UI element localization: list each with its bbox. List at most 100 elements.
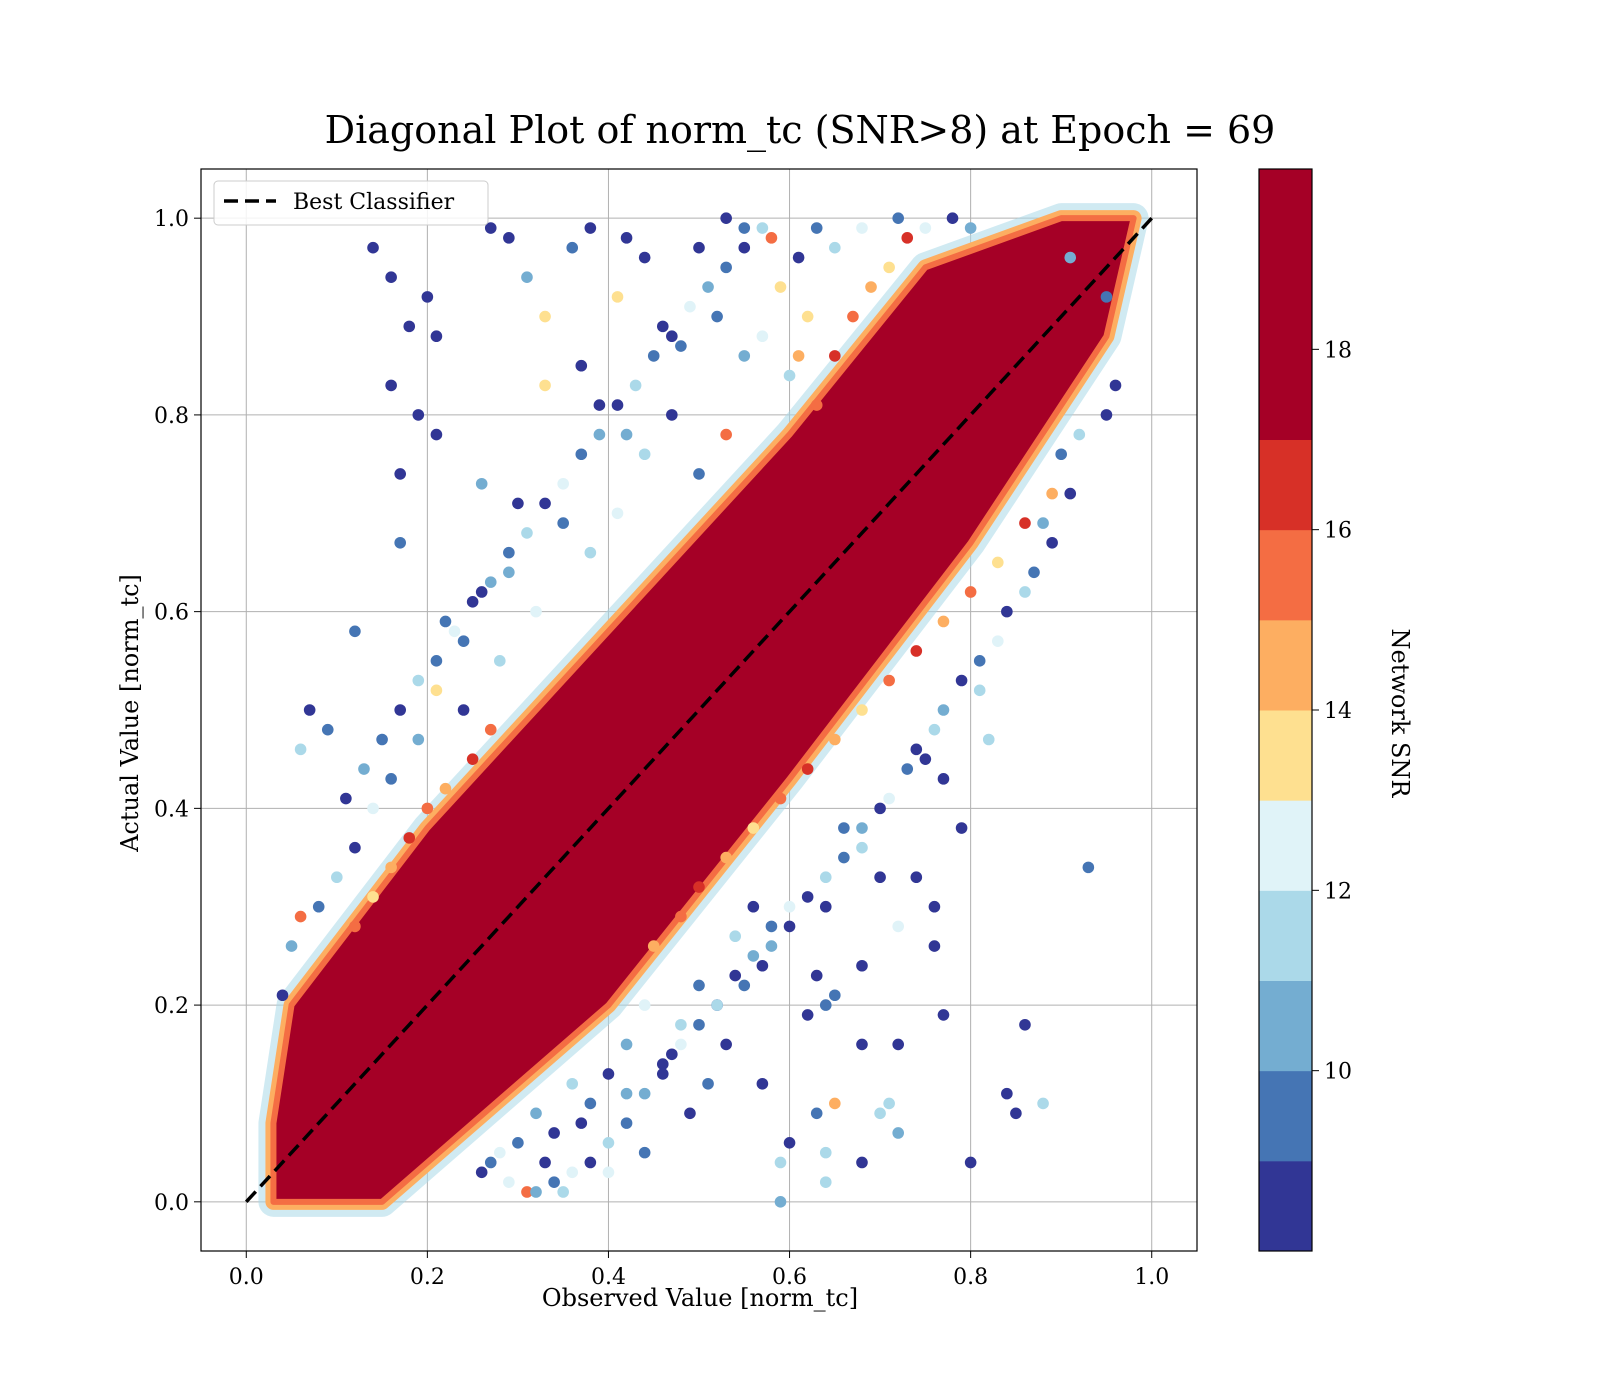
colorbar-tick-label: 10 xyxy=(1324,1060,1352,1085)
scatter-point xyxy=(810,969,823,982)
colorbar-bin xyxy=(1259,980,1312,1072)
legend: Best Classifier xyxy=(213,180,489,226)
scatter-point xyxy=(1037,1097,1049,1110)
scatter-point xyxy=(539,379,551,392)
scatter-point xyxy=(1037,517,1049,529)
scatter-point xyxy=(620,428,633,441)
scatter-point xyxy=(829,1097,841,1110)
scatter-point xyxy=(892,920,904,933)
scatter-point xyxy=(349,841,361,854)
scatter-point xyxy=(774,281,787,293)
scatter-point xyxy=(412,733,425,746)
scatter-point xyxy=(783,369,796,382)
scatter-point xyxy=(756,222,769,234)
scatter-point xyxy=(702,281,714,293)
scatter-point xyxy=(783,920,796,933)
colorbar-ticks: 10 12 14 16 18 xyxy=(1312,338,1352,1085)
scatter-point xyxy=(883,1097,895,1110)
scatter-point xyxy=(484,723,497,736)
scatter-point xyxy=(367,891,379,903)
x-axis-label: Observed Value [norm_tc] xyxy=(542,1284,858,1312)
scatter-point xyxy=(484,1156,497,1169)
scatter-point xyxy=(856,959,868,972)
scatter-point xyxy=(937,1009,950,1021)
scatter-point xyxy=(512,1137,524,1149)
scatter-point xyxy=(430,428,443,441)
scatter-point xyxy=(883,792,895,805)
scatter-point xyxy=(747,950,760,962)
scatter-point xyxy=(548,1176,560,1188)
scatter-point xyxy=(494,1146,506,1159)
x-tick-label: 1.0 xyxy=(1134,1265,1169,1290)
y-tick-label: 0.2 xyxy=(154,994,189,1019)
scatter-point xyxy=(666,409,678,421)
scatter-point xyxy=(439,615,452,628)
scatter-point xyxy=(620,1117,633,1129)
scatter-point xyxy=(874,871,886,884)
scatter-point xyxy=(1064,487,1077,500)
scatter-point xyxy=(457,704,470,716)
scatter-point xyxy=(992,635,1004,647)
scatter-point xyxy=(738,222,751,234)
scatter-point xyxy=(1028,566,1040,579)
scatter-point xyxy=(475,1166,488,1179)
scatter-point xyxy=(611,507,624,520)
scatter-point xyxy=(503,546,515,559)
scatter-point xyxy=(557,1186,569,1198)
colorbar-bin xyxy=(1259,1160,1312,1252)
x-tick-label: 0.8 xyxy=(953,1265,988,1290)
scatter-point xyxy=(620,1087,633,1100)
scatter-point xyxy=(475,586,488,598)
scatter-point xyxy=(1073,428,1086,441)
scatter-point xyxy=(720,851,732,864)
scatter-point xyxy=(566,1077,579,1090)
scatter-point xyxy=(575,448,588,461)
scatter-point xyxy=(964,1156,977,1169)
scatter-point xyxy=(647,350,660,362)
scatter-point xyxy=(1001,605,1013,618)
scatter-point xyxy=(801,763,814,775)
scatter-point xyxy=(693,241,705,254)
scatter-point xyxy=(756,330,769,343)
scatter-point xyxy=(819,900,832,913)
scatter-point xyxy=(321,723,334,736)
scatter-point xyxy=(466,596,479,608)
scatter-point xyxy=(530,605,542,618)
scatter-point xyxy=(973,684,986,697)
scatter-point xyxy=(666,330,678,343)
scatter-point xyxy=(765,940,778,952)
scatter-point xyxy=(512,497,524,510)
scatter-point xyxy=(747,900,760,913)
scatter-point xyxy=(783,1137,796,1149)
scatter-point xyxy=(964,222,977,234)
scatter-point xyxy=(892,1127,904,1139)
y-tick-label: 1.0 xyxy=(154,207,189,232)
scatter-point xyxy=(675,1038,687,1051)
scatter-point xyxy=(530,1107,542,1120)
scatter-point xyxy=(1100,409,1113,421)
colorbar-tick-label: 18 xyxy=(1324,338,1352,363)
scatter-point xyxy=(856,841,868,854)
scatter-point xyxy=(1055,448,1067,461)
scatter-point xyxy=(1046,487,1058,500)
data-layer xyxy=(258,203,1149,1217)
scatter-point xyxy=(720,1038,732,1051)
scatter-point xyxy=(729,969,742,982)
scatter-point xyxy=(856,1038,868,1051)
scatter-point xyxy=(783,900,796,913)
scatter-point xyxy=(539,497,551,510)
scatter-point xyxy=(801,310,814,323)
colorbar-bin xyxy=(1259,529,1312,621)
colorbar-bin xyxy=(1259,169,1312,440)
x-tick-label: 0.6 xyxy=(772,1265,807,1290)
scatter-point xyxy=(774,1156,787,1169)
scatter-point xyxy=(992,556,1004,569)
scatter-point xyxy=(756,959,769,972)
scatter-point xyxy=(865,281,877,293)
scatter-point xyxy=(747,822,760,834)
scatter-point xyxy=(593,399,606,411)
scatter-point xyxy=(285,940,298,952)
scatter-point xyxy=(385,773,397,785)
scatter-point xyxy=(503,566,515,579)
